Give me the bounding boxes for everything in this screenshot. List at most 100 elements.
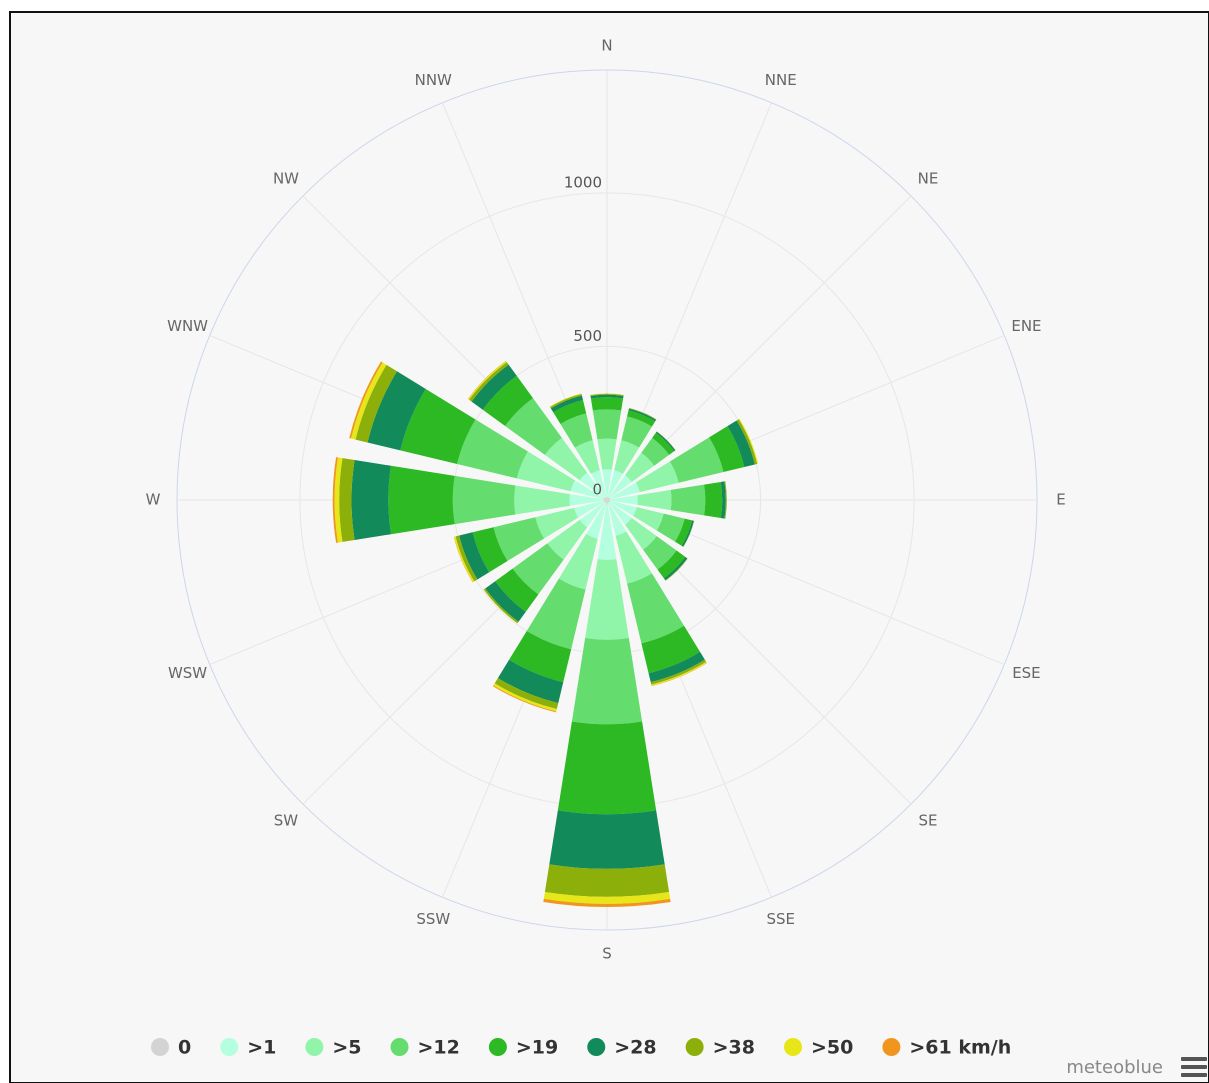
menu-bar[interactable] — [1181, 1057, 1207, 1061]
rose-segment — [736, 419, 758, 465]
y-tick-label: 0 — [592, 481, 602, 499]
rose-segment — [651, 661, 707, 686]
rose-segment — [633, 507, 664, 531]
legend-symbol — [488, 1038, 507, 1056]
rose-segment — [609, 482, 640, 500]
rose-segment — [574, 440, 600, 474]
rose-segment — [590, 393, 624, 396]
rose-segment — [544, 437, 588, 481]
rose-segment — [471, 364, 517, 410]
rose-segment — [505, 398, 562, 455]
rose-segment — [543, 898, 671, 907]
rose-segment — [560, 413, 593, 448]
rose-segment — [571, 638, 643, 725]
rose-segment — [351, 460, 392, 540]
rose-segment — [349, 361, 383, 439]
rose-segment — [603, 499, 607, 501]
direction-label: SSE — [766, 910, 795, 928]
rose-segment — [468, 361, 507, 400]
rose-segment — [663, 556, 688, 581]
rose-segment — [627, 410, 656, 427]
rose-segment — [355, 364, 397, 443]
rose-segment — [590, 397, 624, 411]
legend-text: >61 km/h — [909, 1037, 1011, 1059]
rose-segment — [485, 581, 526, 622]
rose-segment — [607, 500, 609, 503]
rose-segment — [334, 457, 343, 543]
rose-segment — [670, 484, 706, 516]
rose-segment — [607, 498, 610, 500]
rose-segment — [597, 504, 617, 560]
legend-text: >1 — [247, 1037, 276, 1059]
rose-segment — [457, 419, 528, 479]
rose-segment — [367, 371, 426, 451]
rose-segment — [609, 500, 637, 517]
menu-bar[interactable] — [1181, 1073, 1207, 1077]
y-tick-label: 500 — [573, 327, 602, 345]
rose-segment — [400, 388, 476, 465]
menu-bar[interactable] — [1181, 1065, 1207, 1069]
rose-segment — [557, 721, 657, 815]
rose-segment — [607, 497, 609, 500]
direction-label: ESE — [1012, 664, 1040, 682]
rose-segment — [493, 517, 545, 561]
direction-label: NNW — [415, 71, 452, 89]
rose-segment — [553, 399, 587, 425]
rose-segment — [547, 519, 588, 560]
legend-symbol — [685, 1038, 704, 1056]
rose-segment — [459, 532, 490, 580]
rose-segment — [681, 520, 694, 547]
rose-segment — [512, 543, 564, 595]
legend-symbol — [587, 1038, 606, 1056]
rose-segment — [606, 496, 608, 500]
rose-segment — [605, 497, 607, 500]
rose-segment — [657, 550, 686, 579]
legend-symbol — [390, 1038, 409, 1056]
rose-segment — [526, 578, 586, 650]
legend-symbol — [305, 1038, 324, 1056]
rose-segment — [607, 502, 627, 536]
rose-segment — [493, 683, 557, 712]
rose-segment — [590, 470, 607, 498]
direction-label: N — [601, 37, 612, 55]
rose-segment — [550, 393, 582, 409]
rose-segment — [454, 536, 475, 583]
rose-segment — [625, 518, 657, 550]
rose-segment — [669, 437, 724, 483]
menu-icon[interactable] — [1181, 1057, 1207, 1077]
rose-segment — [606, 500, 608, 505]
rose-segment — [637, 489, 672, 511]
direction-label: NW — [273, 169, 299, 187]
rose-segment — [727, 420, 755, 468]
legend-text: 0 — [178, 1037, 191, 1059]
rose-segment — [351, 362, 387, 440]
rose-segment — [675, 518, 693, 546]
rose-segment — [549, 393, 582, 408]
rose-segment — [602, 469, 612, 497]
rose-segment — [720, 481, 726, 519]
rose-segment — [597, 438, 617, 470]
rose-segment — [455, 535, 478, 582]
rose-segment — [494, 678, 559, 710]
rose-segment — [574, 500, 605, 518]
direction-label: SE — [919, 812, 938, 830]
rose-segment — [332, 457, 338, 543]
plot — [176, 69, 1038, 931]
rose-segment — [724, 481, 727, 519]
direction-label: SSW — [416, 910, 450, 928]
rose-segment — [604, 500, 607, 503]
legend-text: >12 — [418, 1037, 460, 1059]
rose-segment — [641, 625, 701, 674]
y-tick-label: 1000 — [564, 173, 602, 191]
rose-segment — [452, 475, 516, 525]
rose-segment — [544, 864, 670, 897]
direction-label: E — [1056, 491, 1065, 509]
rose-segment — [535, 507, 579, 539]
legend-text: >19 — [516, 1037, 558, 1059]
rose-segment — [656, 513, 685, 542]
rose-segment — [615, 531, 652, 584]
rose-segment — [586, 502, 607, 539]
rose-segment — [497, 659, 564, 704]
direction-label: WNW — [167, 317, 208, 335]
